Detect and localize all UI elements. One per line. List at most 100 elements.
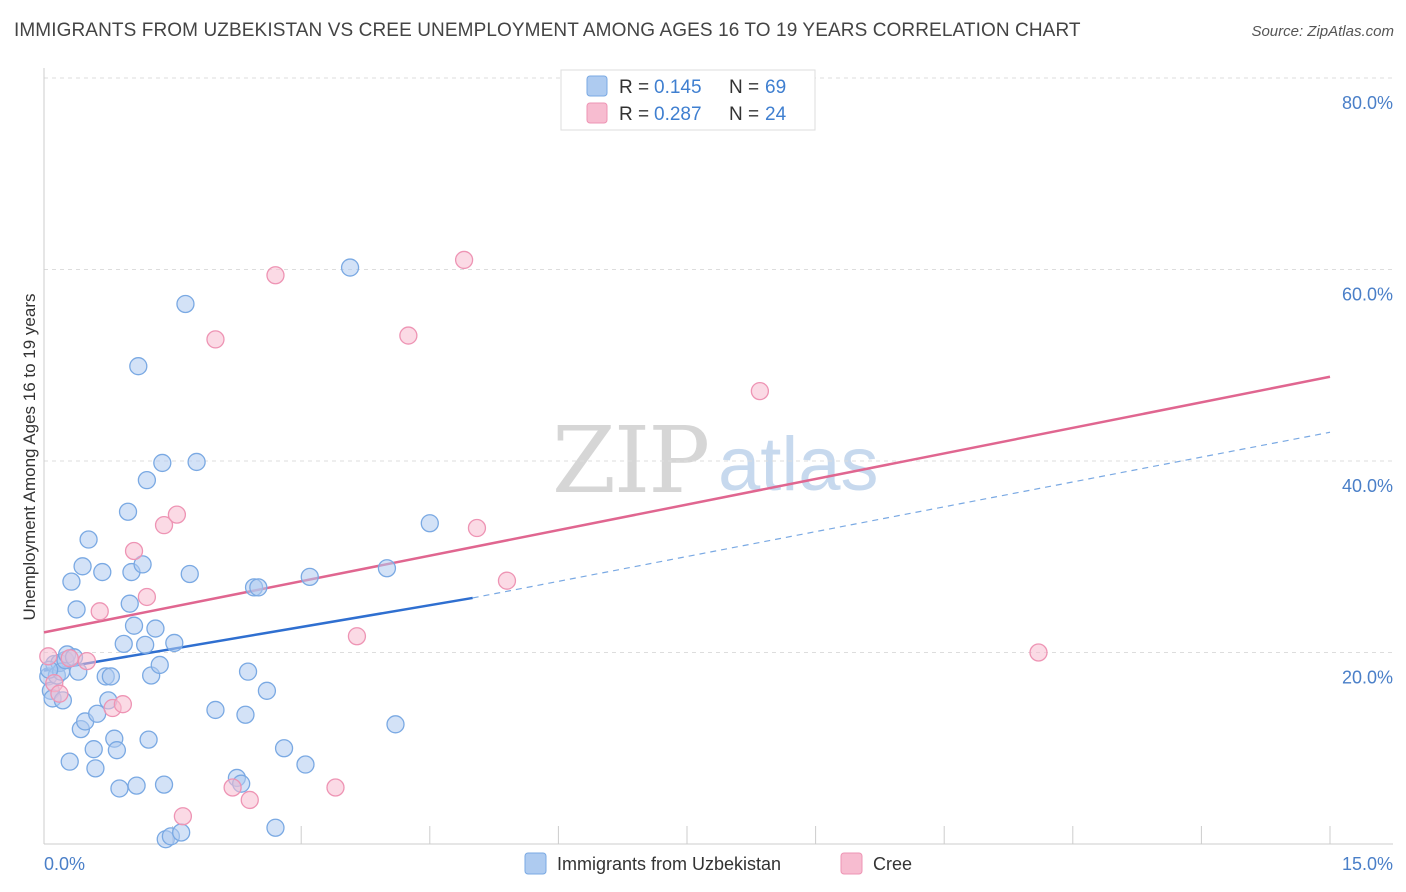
point-cree	[223, 778, 242, 797]
point-cree	[124, 541, 144, 561]
series-uzbekistan-points	[39, 258, 439, 849]
y-axis-title: Unemployment Among Ages 16 to 19 years	[20, 294, 39, 621]
series-legend: Immigrants from Uzbekistan Cree	[524, 852, 912, 875]
watermark: ZIP atlas	[552, 407, 879, 514]
point-uzbekistan	[79, 530, 98, 549]
trend-line-uzbekistan-extension	[472, 431, 1331, 599]
x-tick-label-max: 15.0%	[1342, 854, 1393, 874]
point-uzbekistan	[127, 776, 146, 795]
point-cree	[467, 518, 487, 538]
point-uzbekistan	[129, 357, 148, 376]
point-cree	[497, 571, 517, 590]
point-uzbekistan	[176, 294, 195, 314]
point-uzbekistan	[153, 453, 172, 473]
point-uzbekistan	[180, 564, 199, 584]
point-cree	[399, 326, 418, 345]
legend-r-value-2: 0.287	[654, 104, 702, 125]
point-cree	[50, 684, 69, 703]
point-uzbekistan	[114, 634, 133, 654]
point-uzbekistan	[249, 578, 268, 597]
point-uzbekistan	[139, 730, 158, 749]
point-uzbekistan	[300, 567, 319, 587]
bottom-legend-label-cree: Cree	[873, 854, 912, 874]
point-cree	[266, 266, 285, 285]
point-cree	[326, 778, 345, 797]
chart-title: IMMIGRANTS FROM UZBEKISTAN VS CREE UNEMP…	[14, 20, 1081, 41]
point-cree	[750, 381, 770, 401]
point-uzbekistan	[137, 470, 157, 490]
legend-swatch-blue	[586, 75, 608, 97]
point-uzbekistan	[154, 775, 174, 794]
point-uzbekistan	[146, 619, 165, 638]
point-uzbekistan	[101, 667, 121, 686]
legend-r-value-1: 0.145	[654, 77, 702, 98]
point-cree	[1029, 643, 1048, 662]
point-cree	[39, 647, 58, 666]
point-uzbekistan	[296, 755, 315, 774]
point-cree	[206, 330, 225, 349]
point-uzbekistan	[110, 779, 129, 798]
point-cree	[90, 602, 109, 621]
series-cree-points	[39, 250, 1048, 826]
legend-n-label-2: N =	[729, 104, 759, 125]
point-uzbekistan	[86, 759, 105, 778]
point-uzbekistan	[150, 655, 169, 675]
point-cree	[154, 516, 174, 535]
trend-line-uzbekistan	[43, 596, 473, 672]
point-uzbekistan	[84, 740, 103, 759]
point-uzbekistan	[118, 502, 138, 521]
point-cree	[454, 250, 474, 270]
legend-n-value-1: 69	[765, 77, 786, 98]
point-cree	[240, 790, 259, 810]
bottom-legend-swatch-blue	[524, 852, 547, 875]
gridlines	[44, 77, 1393, 653]
legend-n-value-2: 24	[765, 104, 787, 125]
point-cree	[167, 505, 187, 524]
point-uzbekistan	[62, 572, 81, 591]
point-uzbekistan	[238, 662, 258, 681]
point-uzbekistan	[60, 752, 79, 771]
point-uzbekistan	[377, 559, 397, 578]
y-tick-label-60: 60.0%	[1342, 285, 1393, 305]
point-uzbekistan	[236, 705, 255, 724]
point-uzbekistan	[257, 681, 277, 700]
point-uzbekistan	[274, 739, 294, 758]
point-uzbekistan	[93, 562, 112, 582]
source-label: Source: ZipAtlas.com	[1251, 23, 1394, 40]
point-uzbekistan	[124, 616, 144, 635]
point-uzbekistan	[386, 715, 405, 734]
point-uzbekistan	[420, 514, 439, 533]
point-uzbekistan	[165, 633, 184, 653]
point-cree	[347, 627, 367, 646]
point-uzbekistan	[266, 818, 285, 837]
point-uzbekistan	[172, 823, 191, 842]
point-uzbekistan	[73, 557, 92, 576]
legend-r-label-1: R =	[619, 77, 649, 98]
point-cree	[173, 807, 193, 826]
legend-n-label-1: N =	[729, 77, 759, 98]
point-uzbekistan	[136, 635, 155, 654]
y-tick-labels: 20.0% 40.0% 60.0% 80.0%	[1342, 93, 1393, 688]
legend-r-label-2: R =	[619, 104, 649, 125]
point-uzbekistan	[187, 452, 206, 472]
bottom-legend-swatch-pink	[840, 852, 863, 875]
point-uzbekistan	[120, 594, 139, 613]
point-cree	[77, 651, 97, 671]
correlation-legend: R = 0.145 N = 69 R = 0.287 N = 24	[560, 69, 816, 131]
point-uzbekistan	[340, 258, 360, 277]
axes	[43, 68, 1393, 845]
point-uzbekistan	[67, 600, 86, 619]
point-uzbekistan	[133, 555, 152, 574]
y-tick-label-80: 80.0%	[1342, 93, 1393, 113]
x-tick-label-min: 0.0%	[44, 854, 85, 874]
bottom-legend-label-uzbekistan: Immigrants from Uzbekistan	[557, 854, 781, 874]
point-cree	[113, 695, 133, 714]
point-cree	[60, 649, 79, 668]
legend-swatch-pink	[586, 102, 608, 124]
point-uzbekistan	[107, 741, 127, 760]
point-uzbekistan	[206, 700, 225, 720]
y-tick-label-40: 40.0%	[1342, 476, 1393, 496]
point-cree	[137, 587, 157, 607]
y-tick-label-20: 20.0%	[1342, 668, 1393, 688]
